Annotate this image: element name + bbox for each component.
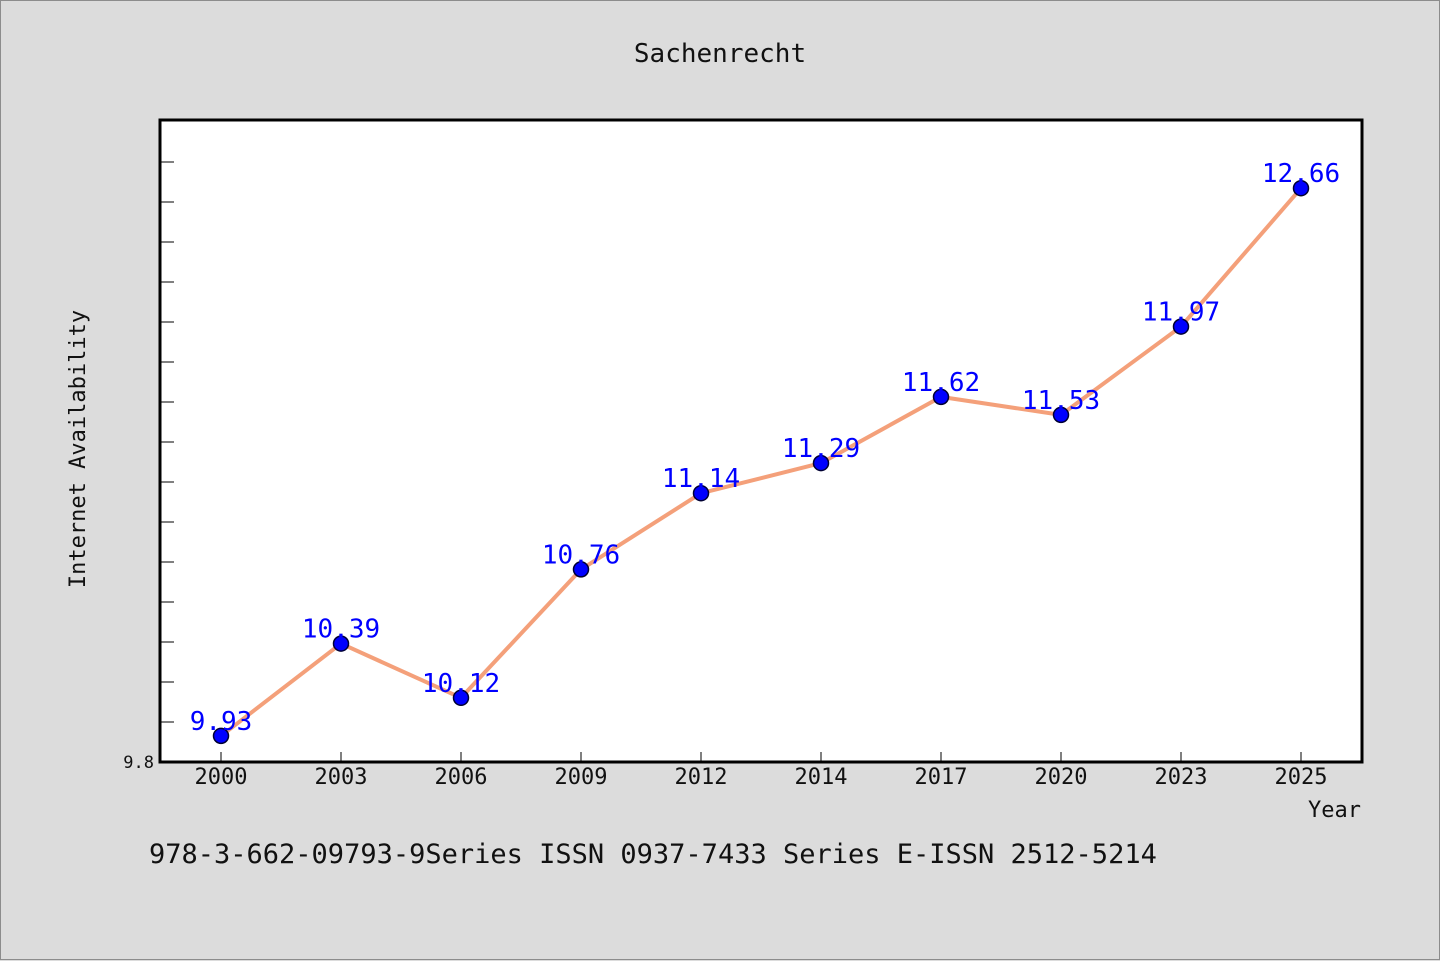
x-tick-label: 2009 [555, 765, 608, 790]
data-point [1172, 318, 1190, 335]
series-layer: 9.93 10.39 10.12 10.76 11.14 11.29 11.62 11.53 1… [190, 159, 1340, 745]
x-axis-ticks [220, 752, 1302, 762]
x-tick-label: 2017 [915, 765, 968, 790]
x-tick-label: 2000 [195, 765, 248, 790]
y-axis-ticks [160, 161, 174, 723]
x-tick-label: 2003 [315, 765, 368, 790]
data-label: 11.97 [1142, 298, 1220, 328]
y-tick-label-min: 9.8 [123, 753, 154, 773]
data-point [812, 454, 830, 472]
data-point [212, 727, 230, 745]
data-label: 9.93 [190, 707, 253, 737]
data-point [1052, 406, 1070, 424]
data-point [572, 561, 590, 578]
footer-isbn-text: 978-3-662-09793-9Series ISSN 0937-7433 S… [149, 839, 1157, 870]
data-point [1292, 179, 1310, 197]
plot-area [158, 118, 1364, 764]
data-label: 10.76 [542, 540, 620, 570]
data-label: 11.62 [902, 368, 980, 398]
data-point [332, 635, 350, 652]
series-line [219, 186, 1303, 738]
y-axis-label: Internet Availability [66, 310, 91, 588]
data-label: 11.14 [662, 464, 740, 494]
data-label: 11.53 [1022, 386, 1100, 416]
data-label: 12.66 [1262, 159, 1340, 189]
data-label: 10.39 [302, 615, 380, 645]
data-label: 11.29 [782, 434, 860, 464]
data-point [452, 689, 470, 707]
x-axis-label: Year [1308, 798, 1361, 823]
x-tick-label: 2025 [1275, 765, 1328, 790]
chart-title: Sachenrecht [634, 39, 806, 69]
data-point [692, 484, 710, 502]
x-tick-label: 2012 [675, 765, 728, 790]
x-tick-label: 2006 [435, 765, 488, 790]
x-tick-label: 2023 [1155, 765, 1208, 790]
x-tick-label: 2020 [1035, 765, 1088, 790]
x-tick-label: 2014 [795, 765, 848, 790]
data-point [932, 388, 950, 406]
data-label: 10.12 [422, 669, 500, 699]
x-tick-labels: 2000 2003 2006 2009 2012 2014 2017 2020 2023 2025 [195, 765, 1328, 790]
